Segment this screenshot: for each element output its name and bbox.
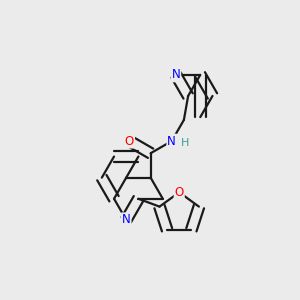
Text: N: N [167, 135, 176, 148]
Text: O: O [175, 186, 184, 199]
Text: N: N [122, 213, 130, 226]
Text: N: N [172, 68, 180, 81]
Text: O: O [125, 135, 134, 148]
Text: H: H [181, 139, 189, 148]
